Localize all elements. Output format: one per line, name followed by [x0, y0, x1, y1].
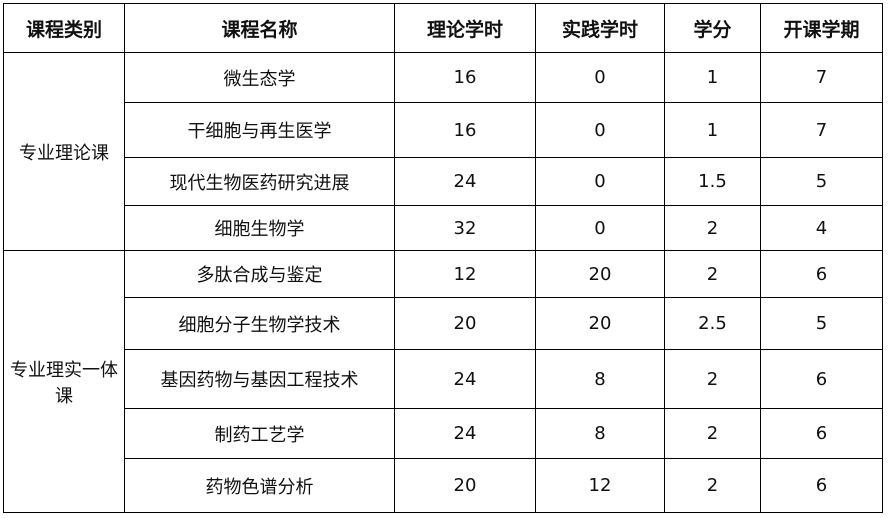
semester-cell: 6	[760, 408, 883, 459]
practice-hours-cell: 0	[535, 52, 665, 103]
course-name-cell: 细胞生物学	[124, 205, 395, 251]
column-header: 课程名称	[124, 3, 395, 53]
theory-hours-cell: 20	[394, 297, 536, 350]
course-name-cell: 药物色谱分析	[124, 458, 395, 513]
practice-hours-cell: 12	[535, 458, 665, 513]
semester-cell: 6	[760, 349, 883, 409]
semester-cell: 6	[760, 458, 883, 513]
table-row: 细胞生物学 32 0 2 4	[4, 205, 883, 251]
table-row: 现代生物医药研究进展 24 0 1.5 5	[4, 157, 883, 206]
column-header: 实践学时	[535, 3, 665, 53]
category-cell: 专业理论课	[3, 52, 125, 251]
column-header: 课程类别	[3, 3, 125, 53]
credits-cell: 2	[664, 408, 761, 459]
credits-cell: 1.5	[664, 157, 761, 206]
course-name-cell: 多肽合成与鉴定	[124, 250, 395, 298]
table-row: 专业理论课 微生态学 16 0 1 7	[3, 52, 883, 251]
table-row: 细胞分子生物学技术 20 20 2.5 5	[4, 297, 883, 350]
course-name-cell: 制药工艺学	[124, 408, 395, 459]
credits-cell: 1	[664, 52, 761, 103]
theory-hours-cell: 16	[394, 52, 536, 103]
credits-cell: 2	[664, 205, 761, 251]
practice-hours-cell: 0	[535, 205, 665, 251]
theory-hours-cell: 24	[394, 157, 536, 206]
credits-cell: 2	[664, 250, 761, 298]
course-name-cell: 干细胞与再生医学	[124, 102, 395, 158]
credits-cell: 1	[664, 102, 761, 158]
practice-hours-cell: 8	[535, 349, 665, 409]
theory-hours-cell: 24	[394, 349, 536, 409]
column-header: 理论学时	[394, 3, 536, 53]
semester-cell: 7	[760, 52, 883, 103]
practice-hours-cell: 0	[535, 157, 665, 206]
course-name-cell: 微生态学	[124, 52, 395, 103]
table-row: 专业理实一体课 多肽合成与鉴定 12 20 2 6	[3, 250, 883, 513]
column-header: 学分	[664, 3, 761, 53]
table-row: 药物色谱分析 20 12 2 6	[4, 458, 883, 513]
semester-cell: 5	[760, 297, 883, 350]
semester-cell: 5	[760, 157, 883, 206]
practice-hours-cell: 20	[535, 297, 665, 350]
course-name-cell: 现代生物医药研究进展	[124, 157, 395, 206]
practice-hours-cell: 20	[535, 250, 665, 298]
theory-hours-cell: 16	[394, 102, 536, 158]
semester-cell: 7	[760, 102, 883, 158]
practice-hours-cell: 8	[535, 408, 665, 459]
header-row: 课程类别 课程名称 理论学时 实践学时 学分 开课学期	[3, 3, 883, 53]
credits-cell: 2	[664, 349, 761, 409]
practice-hours-cell: 0	[535, 102, 665, 158]
semester-cell: 6	[760, 250, 883, 298]
category-cell: 专业理实一体课	[3, 250, 125, 513]
table-row: 基因药物与基因工程技术 24 8 2 6	[4, 349, 883, 409]
table-row: 制药工艺学 24 8 2 6	[4, 408, 883, 459]
theory-hours-cell: 32	[394, 205, 536, 251]
theory-hours-cell: 24	[394, 408, 536, 459]
table-row: 干细胞与再生医学 16 0 1 7	[4, 102, 883, 158]
course-name-cell: 基因药物与基因工程技术	[124, 349, 395, 409]
semester-cell: 4	[760, 205, 883, 251]
column-header: 开课学期	[760, 3, 883, 53]
theory-hours-cell: 20	[394, 458, 536, 513]
credits-cell: 2.5	[664, 297, 761, 350]
course-name-cell: 细胞分子生物学技术	[124, 297, 395, 350]
course-table: 课程类别 课程名称 理论学时 实践学时 学分 开课学期 专业理论课 微生态学 16 0 1 7 干细胞…	[3, 3, 883, 513]
credits-cell: 2	[664, 458, 761, 513]
theory-hours-cell: 12	[394, 250, 536, 298]
